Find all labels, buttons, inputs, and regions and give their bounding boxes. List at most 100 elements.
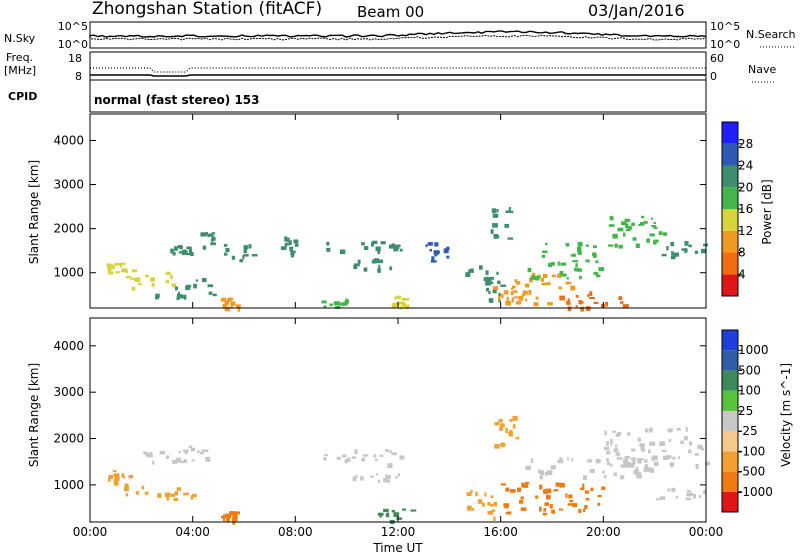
data-cell — [193, 283, 197, 289]
data-cell — [379, 454, 384, 457]
freq-tick-top: 18 — [68, 52, 82, 65]
data-cell — [373, 454, 377, 458]
data-cell — [491, 208, 496, 214]
nsearch-tick-top: 10^5 — [710, 20, 740, 33]
data-cell — [466, 492, 472, 496]
data-cell — [511, 297, 514, 303]
data-cell — [107, 271, 114, 275]
data-cell — [396, 517, 403, 520]
data-cell — [544, 502, 550, 506]
data-cell — [635, 243, 640, 248]
data-cell — [567, 298, 570, 302]
data-cell — [236, 304, 241, 309]
data-cell — [488, 291, 491, 294]
data-cell — [152, 460, 155, 465]
data-cell — [555, 482, 561, 487]
data-cell — [125, 269, 129, 273]
data-cell — [125, 276, 132, 279]
data-cell — [701, 248, 706, 254]
data-cell — [380, 241, 386, 245]
data-cell — [630, 457, 636, 460]
data-cell — [625, 228, 631, 232]
data-cell — [649, 467, 655, 473]
data-cell — [659, 441, 666, 446]
velocity-panel: 1000 2000 3000 4000 00:00 04:00 08:00 12:00 16:0… — [53, 317, 723, 539]
data-cell — [225, 513, 231, 519]
data-cell — [205, 232, 209, 236]
data-cell — [571, 458, 574, 462]
data-cell — [685, 497, 692, 501]
data-cell — [280, 246, 287, 250]
data-cell — [293, 239, 299, 244]
data-cell — [113, 482, 119, 486]
data-cell — [577, 250, 582, 255]
data-cell — [631, 222, 635, 226]
data-cell — [695, 464, 699, 469]
data-cell — [485, 287, 489, 292]
x-tick-label: 16:00 — [483, 525, 518, 539]
data-cell — [231, 255, 236, 260]
cpid-panel — [89, 79, 707, 113]
data-cell — [189, 248, 193, 254]
colorbar-swatch — [722, 431, 738, 452]
data-cell — [326, 241, 330, 246]
data-cell — [614, 243, 618, 248]
data-cell — [551, 261, 555, 266]
data-cell — [370, 242, 374, 247]
data-cell — [686, 492, 692, 497]
data-cell — [170, 274, 173, 280]
data-cell — [512, 285, 516, 289]
data-cell — [530, 275, 536, 280]
data-blobs — [106, 207, 708, 312]
data-cell — [171, 283, 177, 288]
colorbar-swatch — [722, 252, 738, 275]
data-cell — [336, 456, 341, 460]
data-cell — [653, 222, 656, 224]
data-cell — [232, 517, 238, 522]
data-cell — [558, 508, 564, 511]
data-cell — [542, 250, 548, 254]
data-cell — [644, 464, 649, 469]
data-cell — [500, 442, 506, 447]
data-cell — [688, 441, 693, 446]
data-cell — [180, 460, 185, 464]
data-cell — [177, 293, 181, 296]
data-cell — [704, 461, 711, 466]
data-cell — [144, 491, 149, 495]
nave-label: Nave — [748, 63, 776, 76]
data-cell — [151, 283, 155, 287]
data-cell — [389, 266, 393, 271]
data-cell — [509, 419, 513, 422]
data-cell — [431, 256, 435, 261]
data-cell — [223, 252, 228, 256]
data-cell — [446, 255, 450, 259]
data-cell — [651, 225, 657, 228]
data-cell — [221, 515, 226, 519]
data-cell — [547, 302, 553, 306]
data-cell — [639, 222, 645, 226]
data-cell — [595, 274, 601, 278]
data-cell — [176, 487, 182, 491]
data-cell — [503, 290, 509, 295]
data-cell — [181, 294, 187, 299]
data-cell — [383, 477, 389, 483]
data-cell — [339, 249, 346, 254]
data-cell — [224, 306, 230, 312]
data-cell — [338, 302, 344, 306]
data-cell — [131, 286, 136, 291]
data-cell — [574, 267, 580, 272]
data-cell — [521, 482, 527, 488]
colorbar-tick-label: 1000 — [738, 343, 769, 357]
data-cell — [557, 459, 564, 464]
data-cell — [485, 270, 489, 275]
data-cell — [507, 210, 514, 213]
data-cell — [643, 220, 648, 224]
data-cell — [125, 493, 128, 497]
data-cell — [289, 246, 294, 252]
data-cell — [504, 223, 510, 228]
nsearch-tick-bottom: 10^0 — [710, 38, 740, 51]
data-cell — [500, 284, 507, 287]
data-cell — [181, 250, 188, 256]
data-cell — [232, 514, 238, 518]
data-cell — [222, 514, 228, 517]
